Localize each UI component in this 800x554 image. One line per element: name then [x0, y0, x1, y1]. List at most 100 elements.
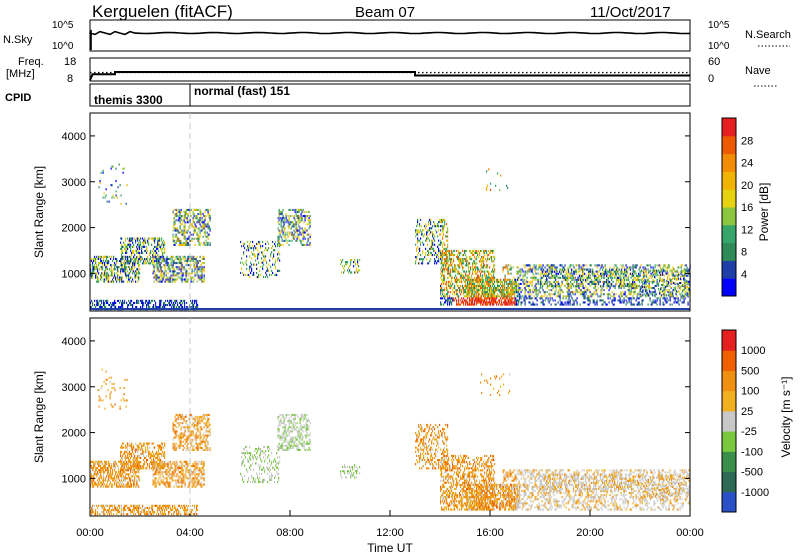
echo-cell [193, 278, 195, 281]
echo-cell [628, 291, 630, 294]
echo-cell [583, 264, 585, 267]
echo-cell [257, 276, 259, 279]
echo-cell [199, 278, 201, 281]
echo-cell [543, 274, 545, 277]
echo-cell [152, 272, 154, 275]
echo-cell [470, 282, 472, 285]
echo-cell [555, 285, 557, 288]
echo-cell [598, 270, 600, 273]
echo-cell [106, 262, 108, 265]
echo-cell [177, 304, 179, 307]
echo-cell [516, 291, 518, 294]
echo-cell [506, 291, 508, 294]
echo-cell [288, 223, 290, 226]
echo-cell [469, 299, 471, 302]
echo-cell [563, 303, 565, 306]
echo-cell [503, 297, 505, 300]
echo-cell [288, 243, 290, 246]
echo-cell [484, 274, 486, 277]
freq-label: Freq. [18, 56, 44, 68]
echo-cell [552, 299, 554, 302]
echo-cell [129, 239, 131, 242]
echo-cell [167, 257, 169, 260]
echo-cell [601, 285, 603, 288]
echo-cell [491, 295, 493, 298]
echo-cell [447, 239, 449, 242]
echo-cell [565, 285, 567, 288]
echo-cell [668, 284, 670, 287]
echo-cell [180, 219, 182, 222]
nsky-series [88, 29, 691, 50]
echo-cell [106, 278, 108, 281]
echo-cell [607, 282, 609, 285]
echo-cell [130, 304, 132, 307]
echo-cell [611, 299, 613, 302]
echo-cell [206, 241, 208, 244]
echo-cell [127, 256, 129, 259]
echo-cell [425, 247, 427, 250]
echo-cell [203, 231, 205, 234]
echo-cell [249, 265, 251, 268]
echo-cell [243, 251, 245, 254]
echo-cell [108, 304, 110, 307]
echo-cell [643, 293, 645, 296]
echo-cell [448, 270, 450, 273]
echo-cell [673, 276, 675, 279]
echo-cell [509, 293, 511, 296]
echo-cell [505, 299, 507, 302]
echo-cell [575, 264, 577, 267]
echo-cell [516, 270, 518, 273]
echo-cell [620, 264, 622, 267]
echo-cell [342, 265, 344, 268]
echo-cell [569, 299, 571, 302]
echo-cell [545, 274, 547, 277]
echo-cell [584, 291, 586, 294]
echo-cell [490, 256, 492, 259]
echo-cell [131, 266, 133, 269]
echo-cell [277, 243, 279, 246]
echo-cell [683, 295, 685, 298]
echo-cell [480, 289, 482, 292]
echo-cell [98, 257, 100, 260]
echo-cell [529, 264, 531, 267]
echo-cell [448, 282, 450, 285]
echo-cell [667, 291, 669, 294]
echo-cell [428, 251, 430, 254]
echo-cell [651, 301, 653, 304]
echo-cell [491, 280, 493, 283]
echo-cell [107, 268, 109, 271]
echo-cell [524, 299, 526, 302]
echo-cell [467, 260, 469, 263]
echo-cell [120, 202, 122, 205]
echo-cell [280, 223, 282, 226]
echo-cell [578, 270, 580, 273]
echo-cell [510, 278, 512, 281]
echo-cell [504, 280, 506, 283]
echo-cell [123, 167, 125, 170]
echo-cell [203, 276, 205, 279]
echo-cell [248, 247, 250, 250]
echo-cell [470, 289, 472, 292]
echo-cell [106, 274, 108, 277]
echo-cell [129, 241, 131, 244]
echo-cell [91, 257, 93, 260]
echo-cell [528, 287, 530, 290]
echo-cell [143, 304, 145, 307]
echo-cell [615, 264, 617, 267]
echo-cell [127, 260, 129, 263]
echo-cell [462, 274, 464, 277]
echo-cell [535, 272, 537, 275]
echo-cell [604, 281, 606, 284]
echo-cell [302, 237, 304, 240]
echo-cell [185, 280, 187, 283]
echo-cell [502, 284, 504, 287]
echo-cell [158, 255, 160, 258]
echo-cell [480, 268, 482, 271]
echo-cell [477, 295, 479, 298]
echo-cell [675, 270, 677, 273]
echo-cell [100, 257, 102, 260]
echo-cell [344, 269, 346, 272]
echo-cell [475, 251, 477, 254]
echo-cell [629, 266, 631, 269]
echo-cell [493, 287, 495, 290]
